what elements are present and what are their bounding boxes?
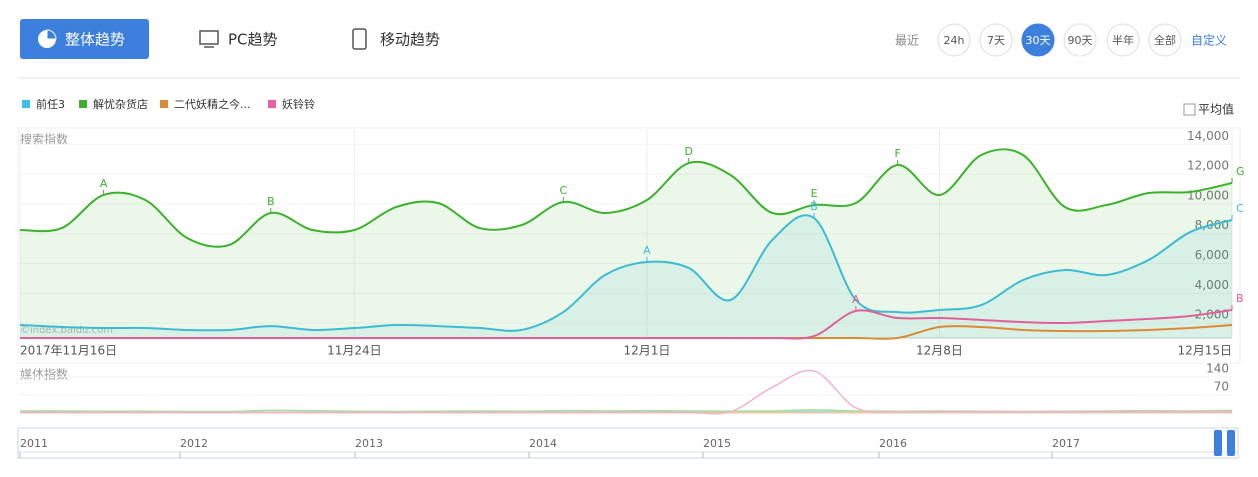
tab-label[interactable]: 移动趋势: [380, 31, 440, 49]
annotation: A: [100, 177, 108, 190]
watermark: ©index.baidu.com: [20, 325, 113, 336]
timeline[interactable]: [17, 427, 1239, 459]
timeline-label: 2016: [879, 437, 907, 450]
y-tick-label: 6,000: [1195, 248, 1229, 262]
line: [19, 308, 1233, 340]
range-label[interactable]: 90天: [1068, 34, 1093, 47]
timeline-label: 2011: [20, 437, 48, 450]
tab-label[interactable]: PC趋势: [228, 31, 278, 49]
y-tick-label: 140: [1206, 361, 1229, 375]
range-label[interactable]: 30天: [1026, 34, 1051, 47]
range-label[interactable]: 7天: [987, 34, 1005, 47]
legend-label[interactable]: 解忧杂货店: [93, 97, 148, 111]
legend-swatch[interactable]: [79, 100, 87, 108]
annotation: G: [1236, 165, 1245, 178]
range-label[interactable]: 全部: [1154, 33, 1176, 47]
range-label[interactable]: 半年: [1112, 33, 1134, 47]
legend-swatch[interactable]: [22, 100, 30, 108]
annotation: E: [811, 187, 818, 200]
y-tick-label: 70: [1214, 379, 1229, 393]
range-button[interactable]: [1063, 23, 1097, 57]
y-tick-label: 4,000: [1195, 278, 1229, 292]
mobile-icon: [352, 28, 367, 50]
range-button[interactable]: [979, 23, 1013, 57]
annotation: B: [267, 195, 275, 208]
checkbox[interactable]: [1183, 103, 1196, 116]
y-tick-label: 14,000: [1187, 129, 1229, 143]
area: [20, 215, 1232, 338]
legend-swatch[interactable]: [268, 100, 276, 108]
annotation: A: [852, 293, 860, 306]
y-tick-label: 10,000: [1187, 188, 1229, 202]
annotation: C: [559, 184, 567, 197]
chart-title: 搜索指数: [20, 132, 68, 147]
pie-slice: [46, 29, 57, 40]
tab-label[interactable]: 整体趋势: [65, 31, 125, 49]
pc-icon: [199, 30, 219, 45]
legend-label[interactable]: 前任3: [36, 97, 65, 111]
brush-handle[interactable]: [1227, 430, 1235, 456]
annotation: A: [643, 244, 651, 257]
range-label: 最近: [895, 34, 919, 48]
line: [19, 214, 1233, 332]
line: [20, 369, 1232, 415]
custom-range[interactable]: 自定义: [1191, 33, 1227, 48]
annotation: F: [894, 147, 900, 160]
x-tick-label: 12月15日: [1177, 344, 1232, 358]
range-button[interactable]: [1106, 23, 1140, 57]
legend-label[interactable]: 二代妖精之今...: [174, 97, 251, 111]
annotation: D: [684, 145, 692, 158]
range-button[interactable]: [1021, 23, 1055, 57]
annotation: B: [1236, 292, 1244, 305]
annotation: C: [1236, 202, 1244, 215]
chart-title: 媒体指数: [20, 367, 68, 382]
x-tick-label: 2017年11月16日: [20, 344, 117, 358]
annotation: B: [810, 200, 818, 213]
timeline-label: 2013: [355, 437, 383, 450]
timeline-label: 2015: [703, 437, 731, 450]
x-tick-label: 12月1日: [623, 344, 670, 358]
y-tick-label: 12,000: [1187, 159, 1229, 173]
brush-handle[interactable]: [1214, 430, 1222, 456]
x-tick-label: 11月24日: [327, 344, 382, 358]
timeline-label: 2012: [180, 437, 208, 450]
range-button[interactable]: [937, 23, 971, 57]
x-tick-label: 12月8日: [916, 344, 963, 358]
range-button[interactable]: [1148, 23, 1182, 57]
range-label[interactable]: 24h: [944, 34, 965, 47]
line: [19, 148, 1233, 248]
chart-frame: [17, 127, 1241, 364]
area: [20, 149, 1232, 338]
timeline-label: 2014: [529, 437, 557, 450]
legend-swatch[interactable]: [160, 100, 168, 108]
tab-active[interactable]: [20, 19, 149, 59]
timeline-label: 2017: [1052, 437, 1080, 450]
average-label[interactable]: 平均值: [1198, 102, 1234, 117]
legend-label[interactable]: 妖铃铃: [282, 97, 315, 111]
